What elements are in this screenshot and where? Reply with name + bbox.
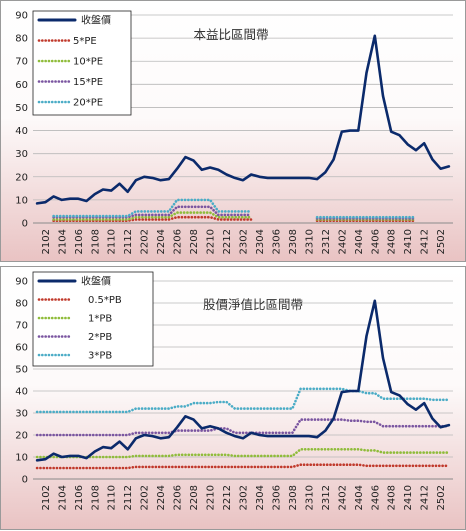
pe-legend-label-close-price: 收盤價	[81, 14, 111, 27]
pe-x-tick-label: 2402	[337, 229, 348, 254]
pb-x-tick-label: 2406	[370, 485, 381, 510]
pe-x-tick-label: 2102	[41, 229, 52, 254]
pb-series-line-3xpb	[35, 387, 451, 414]
pb-band-chart-panel: 0 10 20 30 40 50 60 70 80 90 2102 2104 2106 2108 2110 2…	[0, 266, 466, 530]
pe-legend-label-20xpe: 20*PE	[73, 98, 103, 109]
pb-x-tick-label: 2210	[206, 485, 217, 510]
pe-x-tick-label: 2106	[74, 229, 85, 254]
pb-x-tick-label: 2304	[255, 485, 266, 510]
pb-x-tick-label: 2410	[403, 485, 414, 510]
pb-y-tick-label: 30	[15, 409, 28, 420]
pb-x-tick-label: 2102	[41, 485, 52, 510]
pb-series-line-2xpb	[35, 418, 451, 437]
pe-x-tick-label: 2312	[321, 229, 332, 254]
pb-y-tick-label: 80	[15, 299, 28, 310]
pb-x-tick-label: 2208	[189, 485, 200, 510]
pb-legend-label-0-5xpb: 0.5*PB	[88, 295, 122, 306]
pb-series-line-0-5xpb	[35, 463, 451, 470]
pb-legend-label-1xpb: 1*PB	[88, 314, 112, 325]
pe-x-tick-label: 2404	[354, 229, 365, 254]
pb-chart-title: 股價淨值比區間帶	[203, 297, 303, 312]
pe-x-tick-label: 2304	[255, 229, 266, 254]
pe-legend-label-10xpe: 10*PE	[73, 57, 103, 68]
pe-x-tick-label: 2202	[140, 229, 151, 254]
pe-y-tick-label: 80	[15, 34, 28, 45]
pe-y-tick-label: 0	[22, 219, 28, 230]
pe-x-tick-label: 2206	[173, 229, 184, 254]
pe-x-tick-label: 2212	[222, 229, 233, 254]
pe-x-tick-label: 2108	[90, 229, 101, 254]
pb-series-line-1xpb	[35, 448, 451, 459]
pb-y-tick-label: 60	[15, 343, 28, 354]
pb-legend-label-2xpb: 2*PB	[88, 332, 112, 343]
pe-series-line-close-price	[35, 34, 451, 205]
pb-x-tick-label: 2106	[74, 485, 85, 510]
pe-y-tick-label: 20	[15, 172, 28, 183]
pb-x-tick-label: 2404	[354, 485, 365, 510]
pe-x-tick-label: 2204	[156, 229, 167, 254]
pb-x-tick-label: 2112	[123, 485, 134, 510]
pb-x-tick-label: 2308	[288, 485, 299, 510]
pe-x-tick-label: 2306	[271, 229, 282, 254]
pb-x-tick-label: 2302	[239, 485, 250, 510]
pb-x-tick-label: 2312	[321, 485, 332, 510]
pe-y-tick-label: 40	[15, 126, 28, 137]
pb-x-tick-label: 2206	[173, 485, 184, 510]
pe-x-tick-label: 2104	[57, 229, 68, 254]
pe-x-tick-label: 2302	[239, 229, 250, 254]
pb-x-tick-label: 2202	[140, 485, 151, 510]
pe-legend-label-5xpe: 5*PE	[73, 36, 97, 47]
pe-x-tick-label: 2412	[420, 229, 431, 254]
pe-y-tick-label: 60	[15, 80, 28, 91]
pe-y-tick-label: 90	[15, 11, 28, 22]
pe-x-tick-label: 2502	[436, 229, 447, 254]
pb-band-chart: 0 10 20 30 40 50 60 70 80 90 2102 2104 2106 2108 2110 2…	[15, 271, 453, 510]
pb-x-tick-label: 2204	[156, 485, 167, 510]
pe-y-tick-label: 50	[15, 103, 28, 114]
pe-y-tick-label: 10	[15, 195, 28, 206]
pb-y-tick-label: 20	[15, 431, 28, 442]
pb-y-tick-label: 90	[15, 277, 28, 288]
pb-x-tick-label: 2306	[271, 485, 282, 510]
pe-x-tick-label: 2110	[107, 229, 118, 254]
pe-x-tick-label: 2410	[403, 229, 414, 254]
pe-y-tick-label: 70	[15, 57, 28, 68]
pb-x-tick-label: 2104	[57, 485, 68, 510]
pb-x-tick-label: 2110	[107, 485, 118, 510]
pb-legend-label-close-price: 收盤價	[81, 275, 111, 288]
pe-x-tick-label: 2308	[288, 229, 299, 254]
pe-x-tick-label: 2310	[304, 229, 315, 254]
pb-legend-label-3xpb: 3*PB	[88, 351, 112, 362]
pb-y-tick-label: 50	[15, 365, 28, 376]
pe-x-tick-label: 2208	[189, 229, 200, 254]
pb-x-tick-label: 2212	[222, 485, 233, 510]
pe-legend-box	[32, 10, 132, 116]
pe-x-tick-label: 2112	[123, 229, 134, 254]
pb-x-tick-label: 2310	[304, 485, 315, 510]
pb-series-line-close-price	[35, 299, 451, 462]
pe-chart-title: 本益比區間帶	[193, 27, 268, 42]
pe-band-chart-panel: 0 10 20 30 40 50 60 70 80 90 2102 2104 2106 2108 2110 2…	[0, 0, 466, 262]
pb-x-tick-label: 2408	[387, 485, 398, 510]
pb-x-tick-label: 2402	[337, 485, 348, 510]
pb-x-tick-label: 2412	[420, 485, 431, 510]
pe-band-chart: 0 10 20 30 40 50 60 70 80 90 2102 2104 2106 2108 2110 2…	[15, 10, 453, 254]
pb-x-tick-label: 2108	[90, 485, 101, 510]
pb-y-tick-label: 70	[15, 321, 28, 332]
pe-x-tick-label: 2406	[370, 229, 381, 254]
pb-y-tick-label: 40	[15, 387, 28, 398]
pe-y-tick-label: 30	[15, 149, 28, 160]
pe-x-tick-label: 2408	[387, 229, 398, 254]
pb-y-tick-label: 10	[15, 453, 28, 464]
pb-y-tick-label: 0	[22, 475, 28, 486]
pe-legend-label-15xpe: 15*PE	[73, 77, 103, 88]
pe-x-tick-label: 2210	[206, 229, 217, 254]
pe-series-line-20xpe	[52, 198, 418, 219]
pb-x-tick-label: 2502	[436, 485, 447, 510]
